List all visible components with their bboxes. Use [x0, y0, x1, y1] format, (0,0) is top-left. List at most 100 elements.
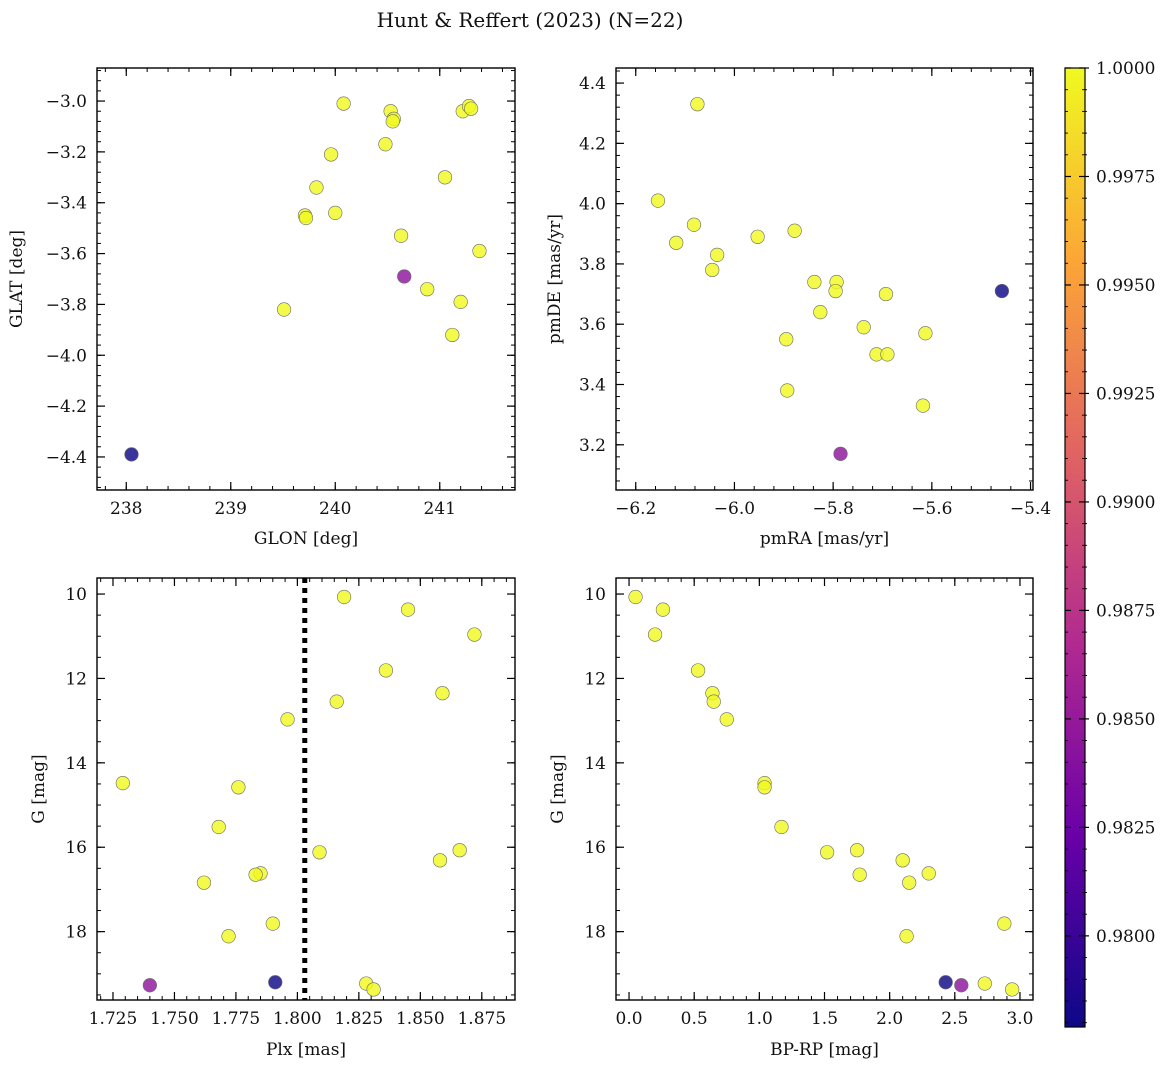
scatter-point	[336, 96, 351, 111]
y-axis-label: G [mag]	[548, 754, 568, 823]
scatter-point	[779, 332, 794, 347]
scatter-point	[467, 627, 482, 642]
scatter-point	[895, 853, 910, 868]
scatter-point	[464, 101, 479, 116]
scatter-point	[397, 269, 412, 284]
scatter-point	[453, 294, 468, 309]
colorbar-tick-label: 0.9975	[1096, 167, 1155, 187]
scatter-point	[276, 302, 292, 317]
x-tick-label: 0.0	[616, 1009, 643, 1029]
scatter-point	[994, 283, 1010, 299]
colorbar-tick-label: 0.9825	[1096, 818, 1155, 838]
scatter-point	[280, 712, 295, 727]
x-axis-label: pmRA [mas/yr]	[760, 529, 889, 549]
x-axis-label: BP-RP [mag]	[770, 1040, 879, 1060]
scatter-point	[115, 775, 130, 791]
colorbar-tick-label: 0.9850	[1096, 710, 1155, 730]
x-tick-label: 1.750	[150, 1009, 199, 1029]
colorbar-tick-label: 0.9875	[1096, 601, 1155, 621]
scatter-point	[880, 347, 895, 362]
x-tick-label: 3.0	[1006, 1009, 1033, 1029]
scatter-point	[378, 137, 393, 152]
scatter-point	[852, 867, 867, 882]
scatter-point	[452, 843, 467, 858]
y-tick-label: 16	[584, 838, 606, 858]
scatter-point	[472, 243, 487, 259]
scatter-point	[807, 274, 822, 290]
figure-title: Hunt & Reffert (2023) (N=22)	[377, 8, 684, 32]
scatter-point	[828, 283, 843, 299]
scatter-point	[813, 305, 828, 320]
scatter-point	[899, 929, 914, 944]
scatter-panel-2: −6.2 −6.0 −5.8 −5.6 −5.4 3.2 3.4 3.6 3.8 4.0 4.2 4.…	[545, 67, 1051, 549]
scatter-point	[432, 853, 448, 868]
x-tick-label: 238	[110, 499, 142, 519]
scatter-point	[686, 217, 702, 232]
axes-frame	[96, 67, 516, 491]
scatter-point	[774, 819, 789, 835]
y-tick-label: 3.8	[579, 255, 606, 275]
y-tick-label: 10	[584, 585, 606, 605]
x-tick-label: 239	[215, 499, 247, 519]
y-tick-label: −4.4	[46, 448, 87, 468]
scatter-point	[706, 694, 721, 709]
axes-frame	[615, 577, 1034, 1001]
colorbar: 0.9800 0.9825 0.9850 0.9875 0.9900 0.9925 0.99…	[1064, 59, 1155, 1028]
scatter-point	[393, 228, 409, 243]
x-tick-label: 1.875	[457, 1009, 506, 1029]
colorbar-tick-label: 0.9900	[1096, 493, 1155, 513]
y-tick-label: 14	[584, 754, 606, 774]
y-axis-label: GLAT [deg]	[7, 230, 27, 328]
scatter-point	[849, 843, 865, 858]
axes-frame	[615, 67, 1034, 491]
scatter-panel-3: 1.725 1.750 1.775 1.800 1.825 1.850 1.875 10 12 1…	[29, 577, 516, 1060]
scatter-point	[329, 694, 344, 709]
y-tick-label: 18	[65, 923, 87, 943]
scatter-point	[954, 978, 969, 993]
scatter-point	[856, 320, 871, 335]
scatter-point	[231, 780, 246, 795]
scatter-point	[787, 223, 802, 238]
y-tick-label: 14	[65, 754, 87, 774]
colorbar-tick-label: 0.9800	[1096, 927, 1155, 947]
scatter-point	[435, 686, 450, 701]
scatter-point	[820, 845, 835, 860]
scatter-point	[650, 193, 666, 208]
x-tick-label: 1.800	[273, 1009, 322, 1029]
scatter-point	[902, 875, 917, 890]
scatter-panel-4: 0.0 0.5 1.0 1.5 2.0 2.5 3.0 10 12 14 16 18 BP-RP [ma…	[548, 577, 1034, 1060]
y-tick-label: 10	[65, 585, 87, 605]
scatter-point	[655, 602, 671, 617]
y-tick-label: 16	[65, 838, 87, 858]
y-tick-label: 4.0	[579, 195, 606, 215]
scatter-point	[298, 210, 314, 226]
scatter-point	[309, 180, 324, 195]
y-axis-label: G [mag]	[29, 754, 49, 823]
x-tick-label: 1.825	[335, 1009, 384, 1029]
y-tick-label: −4.2	[46, 397, 87, 417]
colorbar-tick-label: 1.0000	[1096, 59, 1155, 79]
y-tick-label: −3.2	[46, 143, 87, 163]
colorbar-tick-label: 0.9950	[1096, 276, 1155, 296]
scatter-point	[211, 819, 226, 835]
y-tick-label: 12	[584, 669, 606, 689]
x-tick-label: 1.775	[212, 1009, 261, 1029]
x-tick-label: 1.850	[396, 1009, 445, 1029]
x-axis-label: Plx [mas]	[266, 1040, 346, 1060]
scatter-point	[265, 916, 280, 931]
x-axis-label: GLON [deg]	[254, 529, 358, 549]
scatter-point	[248, 867, 263, 882]
scatter-panel-1: 238 239 240 241 −4.4 −4.2 −4.0 −3.8 −3.6 −3.4 −3.2…	[7, 67, 516, 549]
y-tick-label: 4.2	[579, 134, 606, 154]
scatter-point	[323, 147, 339, 162]
scatter-point	[221, 929, 236, 944]
y-tick-label: 4.4	[579, 74, 606, 94]
scatter-point	[690, 97, 705, 112]
scatter-point	[328, 205, 343, 221]
scatter-point	[750, 229, 765, 244]
y-axis-label: pmDE [mas/yr]	[545, 214, 565, 344]
y-tick-label: 3.6	[579, 315, 606, 335]
x-tick-label: 1.0	[746, 1009, 773, 1029]
scatter-point	[833, 446, 848, 461]
scatter-point	[196, 875, 212, 890]
